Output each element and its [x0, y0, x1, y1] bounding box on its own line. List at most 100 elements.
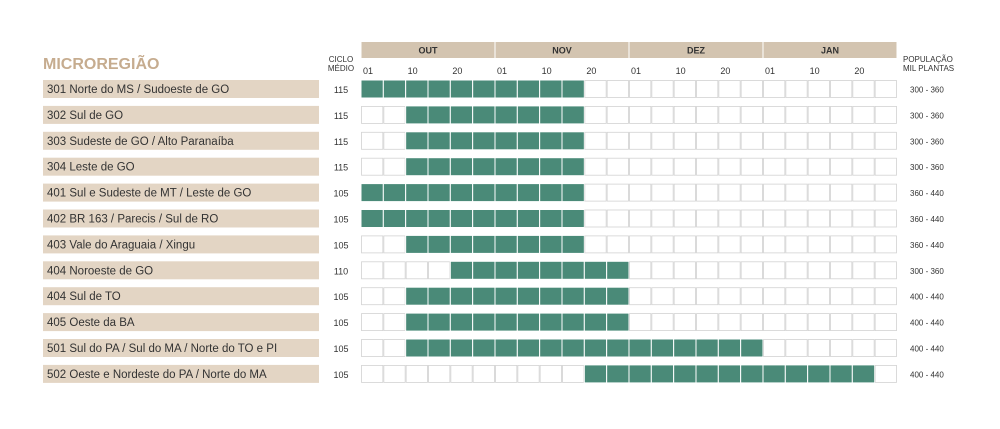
- period-cell-active: [494, 260, 518, 280]
- ciclo-header-line2: MÉDIO: [328, 64, 354, 73]
- period-cell-empty: [807, 131, 830, 150]
- period-cell-empty: [830, 339, 853, 357]
- period-cell-empty: [696, 131, 719, 150]
- period-cell-active: [516, 260, 541, 280]
- period-cell-empty: [629, 261, 652, 280]
- period-cell-empty: [807, 287, 830, 306]
- period-cell-empty: [584, 80, 607, 98]
- period-cell-empty: [830, 261, 853, 280]
- period-cell-empty: [696, 209, 719, 228]
- region-label-bg: [43, 183, 319, 202]
- period-cell-active: [695, 364, 719, 384]
- period-cell-active: [427, 312, 451, 332]
- period-cell-active: [494, 234, 518, 254]
- period-cell-active: [382, 79, 407, 99]
- region-label: 403 Vale do Araguaia / Xingu: [47, 239, 195, 251]
- period-cell-active: [427, 105, 451, 125]
- period-cell-active: [405, 338, 429, 358]
- ciclo-value: 115: [334, 137, 348, 147]
- period-cell-active: [427, 209, 451, 228]
- period-cell-empty: [673, 261, 696, 280]
- period-cell-empty: [785, 183, 808, 202]
- region-label: 401 Sul e Sudeste de MT / Leste de GO: [47, 188, 251, 200]
- period-cell-empty: [606, 131, 629, 150]
- period-cell-empty: [718, 131, 741, 150]
- period-cell-active: [695, 338, 719, 358]
- period-cell-empty: [495, 364, 518, 383]
- day-label: 01: [765, 66, 775, 76]
- period-cell-empty: [383, 235, 406, 254]
- period-cell-empty: [718, 80, 741, 98]
- period-cell-empty: [874, 364, 897, 383]
- period-cell-empty: [785, 131, 808, 150]
- period-cell-empty: [606, 80, 629, 98]
- period-cell-empty: [606, 235, 629, 254]
- region-label-bg: [43, 287, 319, 306]
- period-cell-empty: [606, 209, 629, 228]
- period-cell-active: [673, 364, 697, 384]
- period-cell-active: [405, 131, 429, 151]
- period-cell-empty: [830, 106, 853, 124]
- month-label: DEZ: [687, 46, 706, 56]
- period-cell-active: [516, 286, 541, 306]
- ciclo-value: 105: [333, 318, 348, 328]
- period-cell-empty: [763, 106, 786, 124]
- populacao-value: 400 - 440: [910, 319, 944, 328]
- period-cell-empty: [807, 80, 830, 98]
- period-cell-empty: [606, 106, 629, 124]
- period-cell-empty: [696, 235, 719, 254]
- period-cell-empty: [651, 261, 674, 280]
- period-cell-active: [561, 312, 585, 332]
- populacao-value: 400 - 440: [910, 370, 944, 379]
- period-cell-active: [539, 183, 563, 203]
- period-cell-active: [449, 79, 474, 99]
- period-cell-active: [449, 286, 474, 306]
- period-cell-empty: [852, 106, 875, 124]
- period-cell-empty: [763, 339, 786, 357]
- period-cell-active: [494, 105, 518, 125]
- period-cell-empty: [718, 183, 741, 202]
- ciclo-value: 115: [334, 85, 348, 95]
- period-cell-empty: [584, 106, 607, 124]
- period-cell-active: [516, 183, 541, 203]
- period-cell-active: [539, 234, 563, 254]
- day-label: 10: [810, 66, 820, 76]
- period-cell-active: [382, 183, 407, 203]
- period-cell-empty: [606, 157, 629, 176]
- period-cell-empty: [874, 261, 897, 280]
- period-cell-active: [516, 157, 541, 177]
- period-cell-empty: [673, 157, 696, 176]
- ciclo-value: 105: [333, 215, 348, 225]
- period-cell-active: [516, 338, 541, 358]
- ciclo-value: 105: [333, 292, 348, 302]
- period-cell-empty: [584, 209, 607, 228]
- period-cell-active: [583, 364, 608, 384]
- period-cell-active: [539, 105, 563, 125]
- period-cell-empty: [740, 235, 763, 254]
- period-cell-empty: [740, 287, 763, 306]
- day-label: 20: [452, 66, 462, 76]
- period-cell-empty: [361, 313, 384, 332]
- period-cell-empty: [807, 313, 830, 332]
- period-cell-empty: [852, 313, 875, 332]
- region-label: 301 Norte do MS / Sudoeste de GO: [47, 84, 229, 96]
- ciclo-value: 105: [333, 370, 348, 380]
- period-cell-active: [472, 338, 496, 358]
- month-header-dez: [629, 42, 763, 58]
- period-cell-empty: [718, 287, 741, 306]
- period-cell-empty: [361, 261, 384, 280]
- period-cell-empty: [852, 157, 875, 176]
- period-cell-empty: [383, 106, 406, 124]
- populacao-value: 400 - 440: [910, 345, 944, 354]
- period-cell-active: [405, 105, 429, 125]
- period-cell-active: [494, 79, 518, 99]
- period-cell-empty: [673, 131, 696, 150]
- period-cell-empty: [383, 157, 406, 176]
- period-cell-empty: [807, 235, 830, 254]
- period-cell-empty: [807, 183, 830, 202]
- populacao-header-line1: POPULAÇÃO: [903, 55, 953, 64]
- period-cell-empty: [651, 80, 674, 98]
- period-cell-empty: [852, 183, 875, 202]
- period-cell-empty: [830, 287, 853, 306]
- period-cell-empty: [383, 261, 406, 280]
